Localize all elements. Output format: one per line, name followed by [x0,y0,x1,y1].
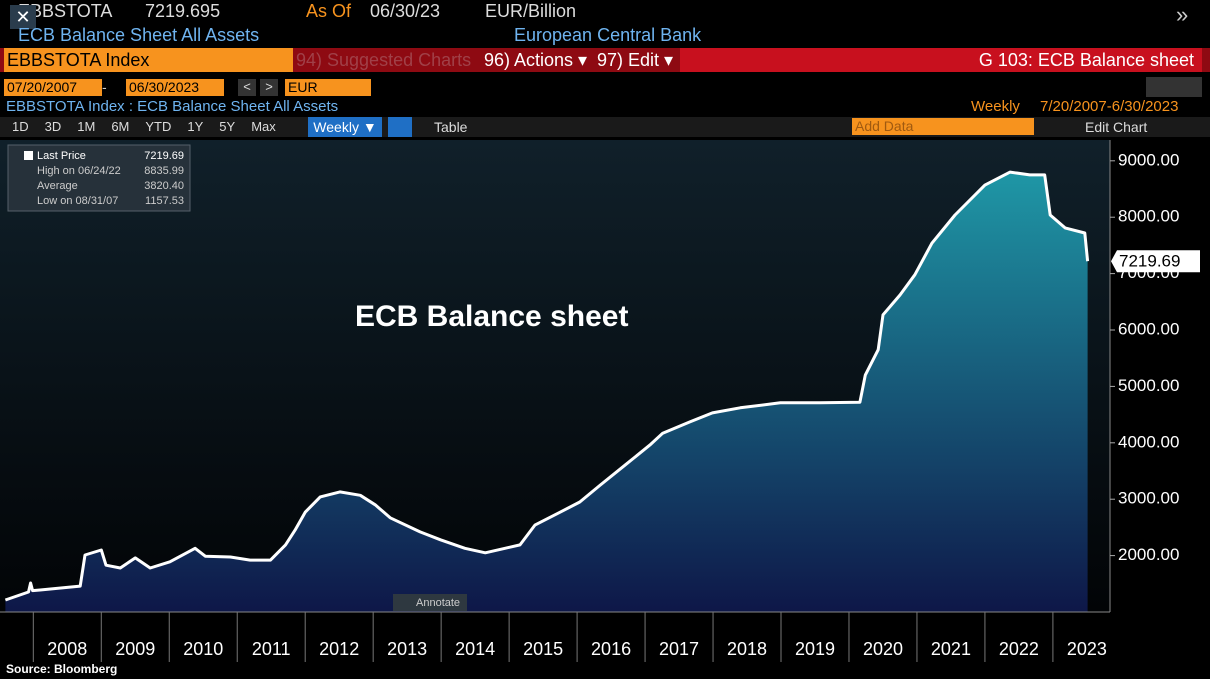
currency-field[interactable]: EUR [285,79,371,96]
chart-annotation: ECB Balance sheet [355,300,628,333]
y-tick-label: 4000.00 [1118,432,1179,451]
period-button[interactable]: 5Y [219,119,236,134]
table-button[interactable]: Table [434,119,468,135]
end-date[interactable]: 06/30/2023 [126,79,224,96]
chart-heading: EBBSTOTA Index : ECB Balance Sheet All A… [6,98,339,115]
date-range: 7/20/2007-6/30/2023 [1040,98,1179,115]
stat-label: Low on 08/31/07 [37,195,118,207]
y-tick-label: 9000.00 [1118,150,1179,169]
as-of-label: As Of [306,1,352,21]
period-button[interactable]: 1Y [187,119,204,134]
stat-value: 3820.40 [144,180,184,192]
x-tick-label: 2009 [115,639,155,659]
stat-label: Average [37,180,78,192]
menu-item[interactable]: 94) Suggested Charts [296,50,472,70]
y-tick-label: 5000.00 [1118,376,1179,395]
frequency-select[interactable]: Weekly ▼ [308,117,382,137]
x-tick-label: 2008 [47,639,87,659]
x-tick-label: 2016 [591,639,631,659]
y-tick-label: 3000.00 [1118,489,1179,508]
x-tick-label: 2019 [795,639,835,659]
period-buttons: 1D 3D 1M 6M YTD 1Y 5Y Max [4,117,284,137]
frequency: Weekly [971,98,1020,115]
stats-box [7,144,191,212]
y-tick-label: 2000.00 [1118,545,1179,564]
date-dash: - [102,79,107,95]
last-price-label: 7219.69 [1119,252,1180,271]
line [4,170,1090,602]
x-tick-label: 2020 [863,639,903,659]
x-tick-label: 2021 [931,639,971,659]
prev-button[interactable]: < [238,79,256,96]
area [5,172,1088,612]
x-tick-label: 2012 [319,639,359,659]
period-button[interactable]: 1M [77,119,96,134]
period-button[interactable]: YTD [145,119,172,134]
period-button[interactable]: 1D [12,119,29,134]
x-tick-label: 2014 [455,639,495,659]
x-tick-label: 2013 [387,639,427,659]
source: Source: Bloomberg [6,662,117,676]
line-chart-icon[interactable] [388,117,412,137]
security-name: ECB Balance Sheet All Assets [18,25,260,45]
expand-icon[interactable]: » [1176,2,1189,27]
annotate-button[interactable] [393,594,467,611]
price: 7219.695 [145,1,221,21]
as-of-date: 06/30/23 [370,1,441,21]
menu-item[interactable]: 96) Actions ▾ [484,50,588,70]
units: EUR/Billion [485,1,577,21]
stat-value: 1157.53 [145,195,184,207]
stat-label: Last Price [37,150,86,162]
x-tick-label: 2018 [727,639,767,659]
next-button[interactable]: > [260,79,278,96]
stat-value: 7219.69 [144,150,184,162]
page-title: G 103: ECB Balance sheet [978,50,1194,70]
ticker: EBBSTOTA [18,1,113,21]
x-tick-label: 2023 [1067,639,1107,659]
last-price-swatch [24,151,33,160]
x-tick-label: 2010 [183,639,223,659]
menu-item[interactable]: 97) Edit ▾ [597,50,674,70]
plot-background [0,140,1110,612]
y-tick-label: 7000.00 [1118,263,1179,282]
close-button[interactable]: ✕ [10,5,36,29]
stat-value: 8835.99 [144,165,184,177]
annotate-label: Annotate [416,597,460,609]
add-data-field[interactable]: Add Data [852,118,1034,135]
title-bar [680,48,1202,72]
stat-label: High on 06/24/22 [37,165,121,177]
security-field[interactable]: EBBSTOTA Index [4,48,293,72]
x-tick-label: 2015 [523,639,563,659]
undo-redo[interactable] [1146,77,1202,97]
issuer: European Central Bank [514,25,702,45]
period-button[interactable]: 3D [44,119,62,134]
last-price-box [1111,250,1200,273]
x-tick-label: 2017 [659,639,699,659]
edit-chart-button[interactable]: Edit Chart [1085,119,1148,135]
y-tick-label: 6000.00 [1118,319,1179,338]
period-button[interactable]: Max [251,119,276,134]
x-tick-label: 2022 [999,639,1039,659]
period-button[interactable]: 6M [111,119,130,134]
start-date[interactable]: 07/20/2007 [4,79,102,96]
y-tick-label: 8000.00 [1118,207,1179,226]
x-tick-label: 2011 [252,639,291,659]
